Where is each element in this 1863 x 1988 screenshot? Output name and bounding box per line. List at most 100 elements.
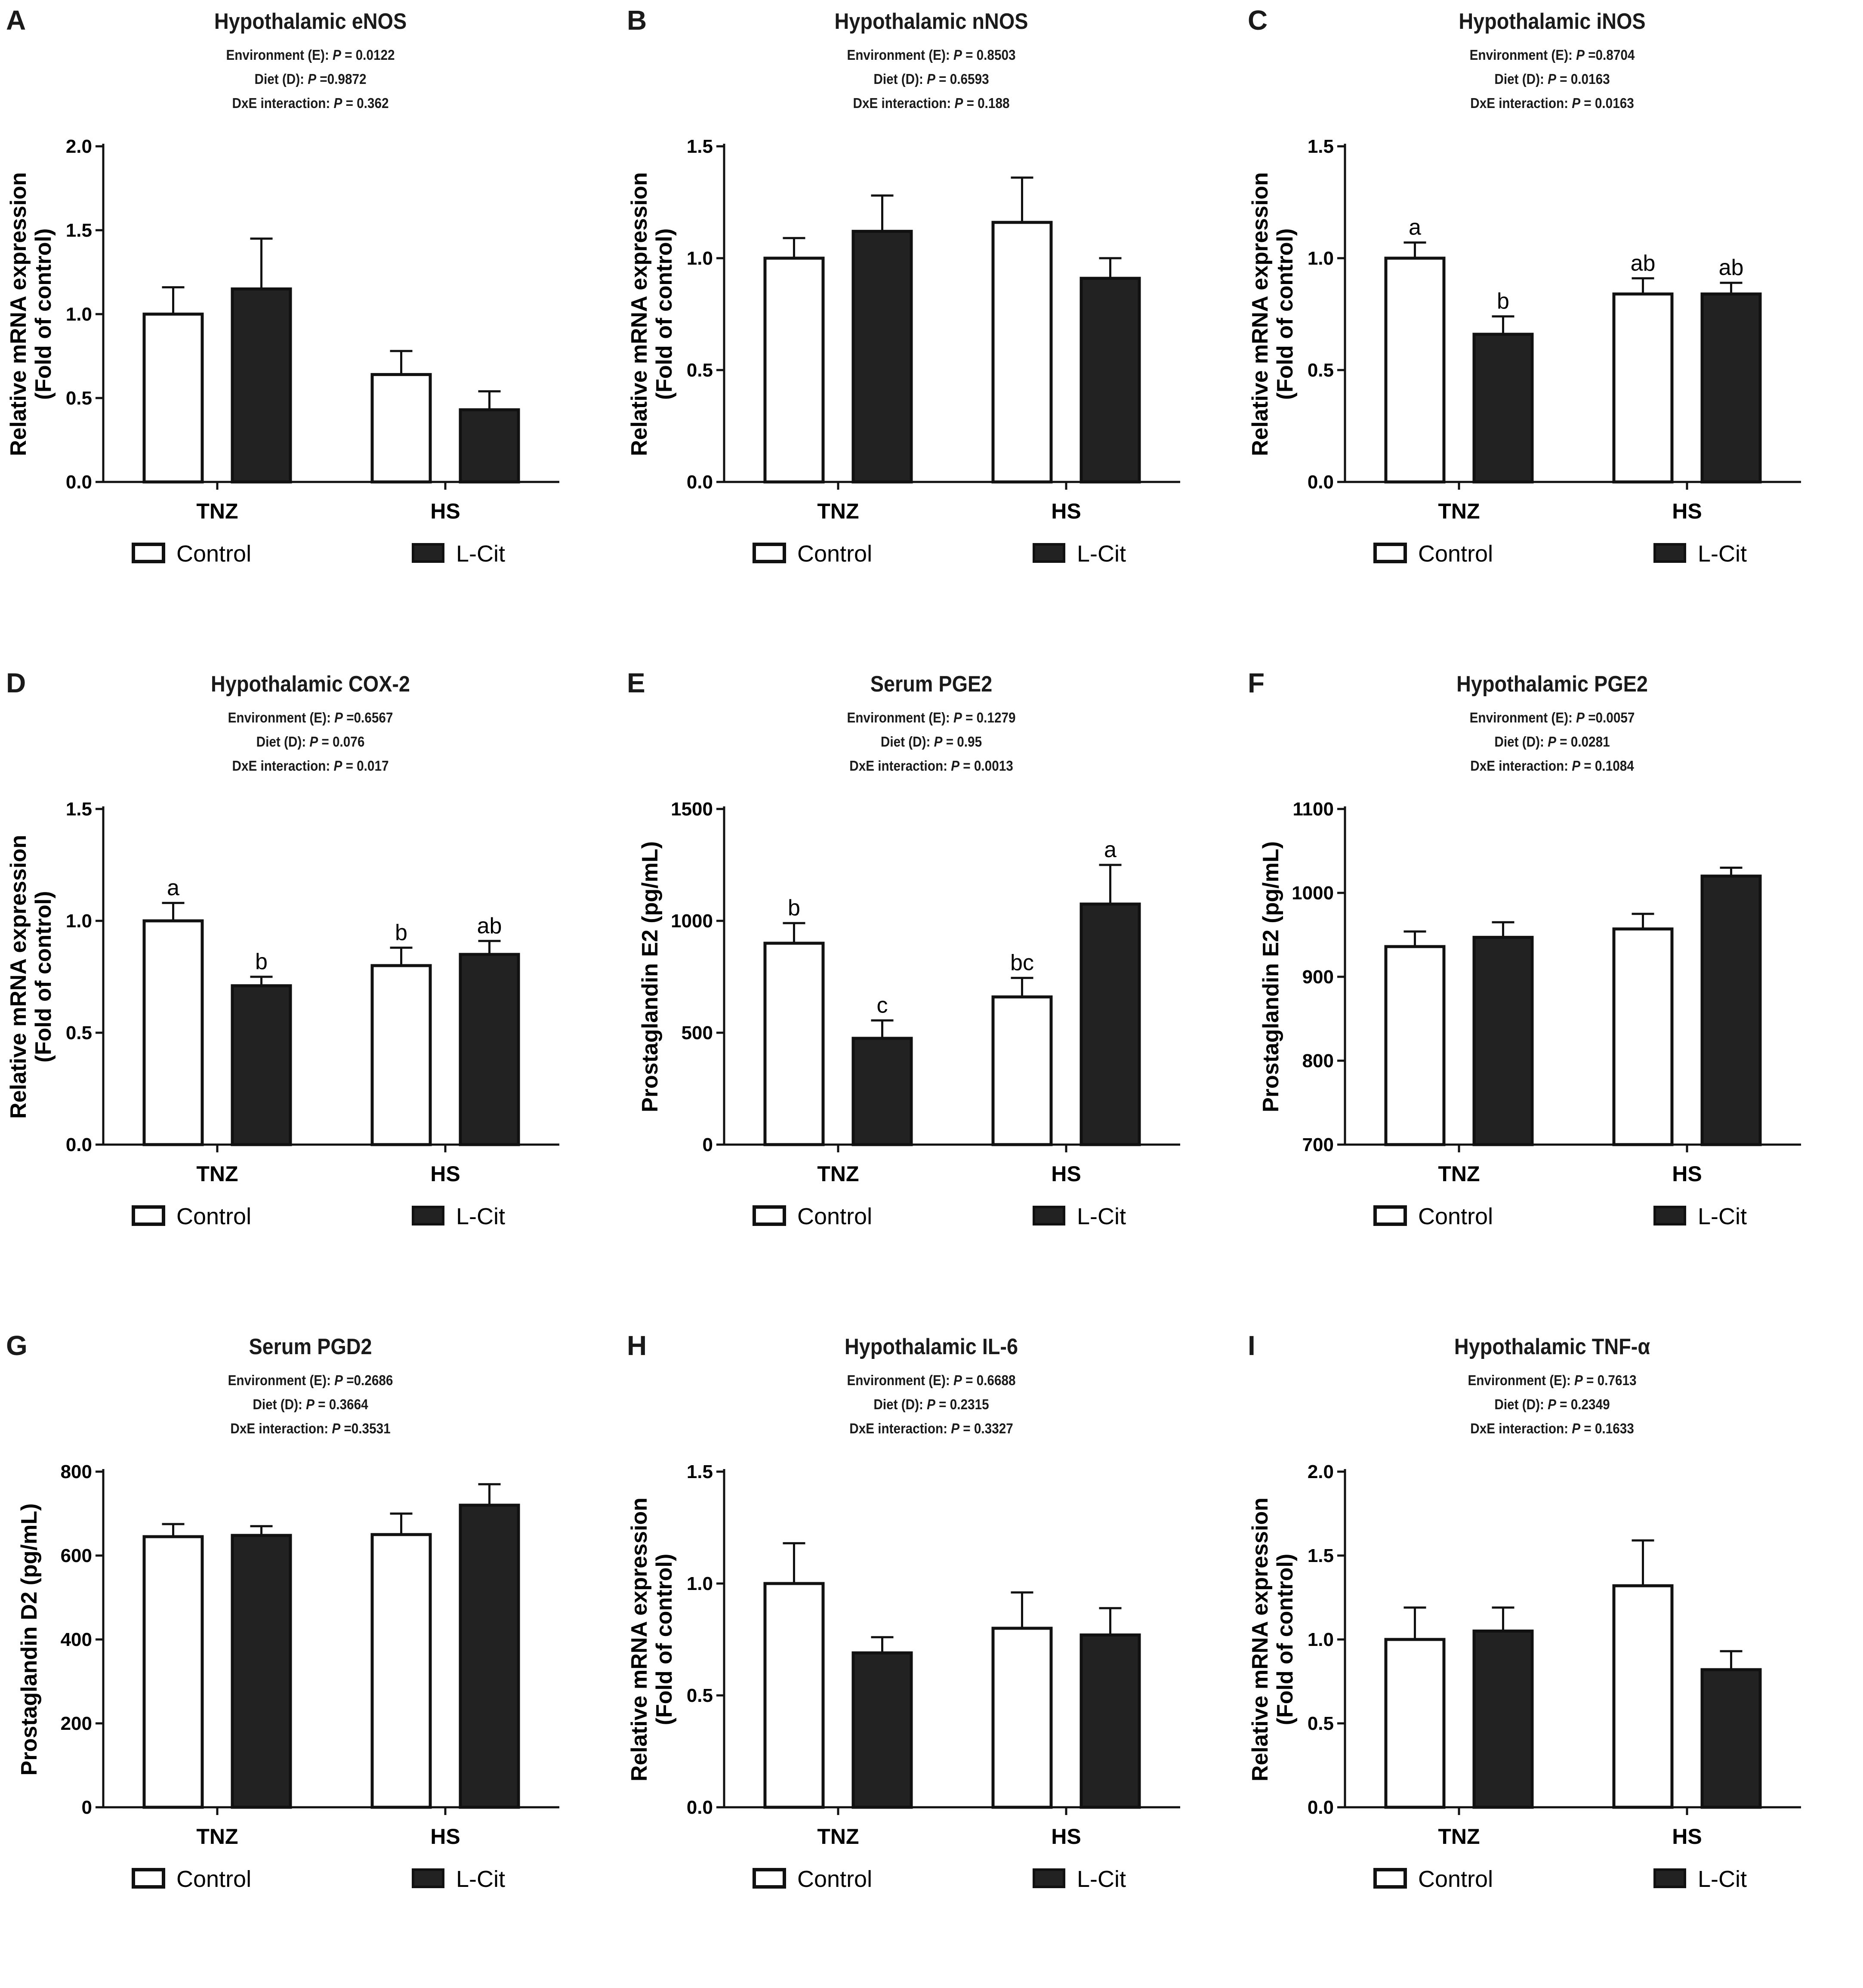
chart-panel-g: G Serum PGD2 Environment (E): P =0.2686 Die… xyxy=(0,1325,621,1988)
stat-p: P xyxy=(1572,95,1581,111)
stat-p: P xyxy=(309,734,318,750)
stat-label: Environment (E): xyxy=(1469,710,1576,725)
bar-control xyxy=(1384,1638,1446,1809)
bar-lcit xyxy=(459,953,520,1146)
legend-label-lcit: L-Cit xyxy=(456,1866,505,1892)
y-axis-label-line: (Fold of control) xyxy=(1273,1554,1298,1726)
legend-label-lcit: L-Cit xyxy=(1077,541,1126,567)
stat-label: Diet (D): xyxy=(253,1396,306,1412)
x-category-label: TNZ xyxy=(817,1162,859,1186)
stat-label: DxE interaction: xyxy=(232,758,334,774)
chart-svg: Prostaglandin E2 (pg/mL) 700 800 900 1000 110… xyxy=(1258,799,1801,1229)
stat-label: Diet (D): xyxy=(880,734,934,750)
stat-p: P xyxy=(332,1420,341,1436)
stat-value: = 0.6688 xyxy=(962,1372,1016,1388)
legend-swatch-control xyxy=(1373,1205,1407,1226)
x-category-label: HS xyxy=(1672,499,1702,523)
y-tick-label: 1.0 xyxy=(687,1573,713,1594)
bar-control xyxy=(991,1627,1053,1809)
stat-p: P xyxy=(1572,758,1581,774)
significance-letter: ab xyxy=(1631,251,1656,276)
chart-title: Hypothalamic IL-6 xyxy=(844,1334,1018,1359)
y-axis-label: Prostaglandin E2 (pg/mL) xyxy=(1258,841,1283,1112)
y-tick-label: 2.0 xyxy=(66,136,92,157)
stat-value: = 0.3664 xyxy=(314,1396,368,1412)
y-tick-label: 700 xyxy=(1302,1134,1334,1155)
stat-line-environment: Environment (E): P = 0.7613 xyxy=(1273,1368,1832,1392)
y-tick-label: 1.0 xyxy=(66,911,92,932)
y-tick-label: 0.0 xyxy=(687,472,713,493)
stat-value: = 0.0013 xyxy=(959,758,1013,774)
legend-label-control: Control xyxy=(1418,1204,1493,1229)
y-tick-label: 0.0 xyxy=(687,1797,713,1818)
bar-lcit xyxy=(1472,1630,1534,1809)
stat-p: P xyxy=(954,95,963,111)
legend-label-control: Control xyxy=(1418,541,1493,567)
legend-label-control: Control xyxy=(176,1204,251,1229)
bar-lcit xyxy=(231,1534,292,1809)
y-axis-label-line: (Fold of control) xyxy=(31,891,56,1063)
y-tick-label: 0.5 xyxy=(1308,360,1334,381)
y-tick-label: 1.0 xyxy=(66,304,92,325)
y-tick-label: 0.0 xyxy=(1308,1797,1334,1818)
bar-lcit xyxy=(851,230,913,484)
chart-panel-h: H Hypothalamic IL-6 Environment (E): P = 0… xyxy=(621,1325,1242,1988)
legend-swatch-control xyxy=(1373,543,1407,563)
y-axis-label: Prostaglandin D2 (pg/mL) xyxy=(17,1503,42,1776)
y-tick-label: 200 xyxy=(61,1713,92,1734)
significance-letter: c xyxy=(877,993,888,1018)
legend-swatch-lcit xyxy=(412,543,444,563)
legend-label-control: Control xyxy=(797,1204,872,1229)
bar-control xyxy=(763,1582,825,1809)
legend-swatch-control xyxy=(132,1205,165,1226)
chart-svg: Prostaglandin E2 (pg/mL) 0 500 1000 1500 TNZ b… xyxy=(638,799,1180,1229)
chart-panel-f: F Hypothalamic PGE2 Environment (E): P =0.… xyxy=(1242,663,1863,1325)
stat-label: Diet (D): xyxy=(1494,734,1548,750)
legend-label-control: Control xyxy=(1418,1866,1493,1892)
chart-svg: Prostaglandin D2 (pg/mL) 0 200 400 600 800 TNZ… xyxy=(17,1461,559,1892)
significance-letter: a xyxy=(1409,215,1421,240)
chart-title: Hypothalamic PGE2 xyxy=(1456,672,1648,697)
legend-label-control: Control xyxy=(176,1866,251,1892)
legend-swatch-control xyxy=(1373,1868,1407,1889)
bar-lcit xyxy=(459,408,520,484)
bar-lcit xyxy=(231,287,292,484)
legend-swatch-lcit xyxy=(1033,1206,1065,1226)
stat-p: P xyxy=(334,1372,343,1388)
panel-letter: G xyxy=(6,1330,28,1361)
y-tick-label: 0.0 xyxy=(1308,472,1334,493)
panel-letter: D xyxy=(6,667,26,698)
x-category-label: TNZ xyxy=(1438,1162,1480,1186)
x-category-label: HS xyxy=(430,1162,460,1186)
stat-p: P xyxy=(1576,710,1585,725)
stat-value: = 0.95 xyxy=(942,734,982,750)
bar-lcit xyxy=(1080,1633,1141,1809)
x-category-label: TNZ xyxy=(196,1824,238,1849)
stat-line-diet: Diet (D): P = 0.2349 xyxy=(1273,1392,1832,1417)
stat-value: = 0.2315 xyxy=(935,1396,989,1412)
bar-lcit xyxy=(459,1503,520,1809)
y-tick-label: 1500 xyxy=(671,799,713,820)
legend-label-lcit: L-Cit xyxy=(1077,1204,1126,1229)
stat-line-environment: Environment (E): P =0.0057 xyxy=(1273,706,1832,730)
y-tick-label: 1.5 xyxy=(66,220,92,241)
y-axis-label: Relative mRNA expression(Fold of control… xyxy=(1248,172,1298,456)
legend-swatch-lcit xyxy=(412,1868,444,1888)
legend-swatch-lcit xyxy=(1653,1206,1686,1226)
stat-p: P xyxy=(1548,734,1556,750)
chart-svg: Relative mRNA expression(Fold of control… xyxy=(627,136,1180,567)
stat-line-environment: Environment (E): P = 0.0122 xyxy=(31,43,590,67)
stat-value: =0.8704 xyxy=(1584,47,1635,63)
stat-p: P xyxy=(306,1396,315,1412)
y-axis-label-line: Prostaglandin E2 (pg/mL) xyxy=(1258,841,1283,1112)
stat-value: = 0.6593 xyxy=(935,71,989,87)
stat-line-diet: Diet (D): P = 0.3664 xyxy=(31,1392,590,1417)
chart-title: Hypothalamic iNOS xyxy=(1459,9,1646,34)
y-tick-label: 2.0 xyxy=(1308,1461,1334,1482)
bar-control xyxy=(1612,927,1674,1146)
y-tick-label: 1.5 xyxy=(1308,1545,1334,1566)
bar-control xyxy=(370,373,432,484)
bar-lcit xyxy=(1080,902,1141,1146)
stat-line-interaction: DxE interaction: P = 0.0163 xyxy=(1273,91,1832,115)
legend-swatch-control xyxy=(132,1868,165,1889)
